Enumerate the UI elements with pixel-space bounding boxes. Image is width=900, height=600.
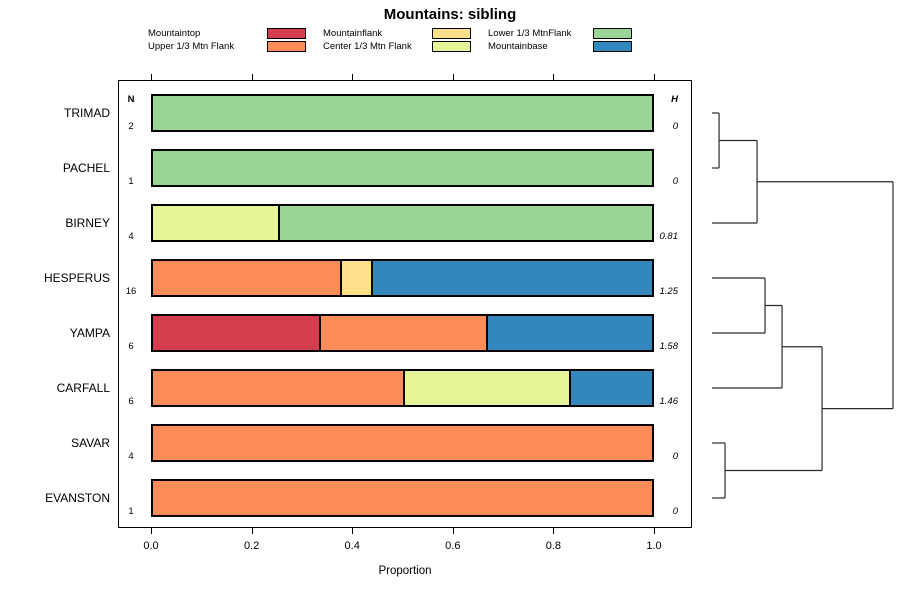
legend-swatch: [432, 28, 471, 39]
row-label: HESPERUS: [43, 271, 110, 285]
x-axis-tick: [151, 528, 152, 534]
legend-swatch: [267, 28, 306, 39]
legend-label: Lower 1/3 MtnFlank: [488, 28, 572, 39]
legend-label: Center 1/3 Mtn Flank: [323, 41, 412, 52]
stacked-bar: [151, 259, 654, 297]
n-value: 4: [128, 231, 134, 242]
h-value: 0: [672, 506, 678, 517]
bar-segment: [153, 96, 652, 130]
bar-segment: [340, 261, 372, 295]
x-axis-tick: [553, 528, 555, 534]
legend-label: Mountainbase: [488, 41, 548, 52]
h-value: 1.25: [659, 286, 679, 297]
stacked-bar: [151, 479, 654, 517]
legend-label: Upper 1/3 Mtn Flank: [148, 41, 235, 52]
bar-segment: [485, 316, 652, 350]
h-value: 0: [672, 451, 678, 462]
n-value: 1: [128, 176, 134, 187]
row-label: TRIMAD: [64, 106, 110, 120]
x-axis-tick: [654, 528, 655, 534]
legend-swatch: [267, 41, 306, 52]
n-value: 6: [128, 341, 134, 352]
bar-segment: [153, 481, 652, 515]
x-axis-tick: [251, 528, 253, 534]
row-label: BIRNEY: [65, 216, 110, 230]
n-value: 4: [128, 451, 134, 462]
x-axis-tick: [452, 528, 454, 534]
x-axis-label: Proportion: [378, 565, 432, 577]
bar-segment: [153, 371, 403, 405]
stacked-bar: [151, 204, 654, 242]
x-axis-tick: [352, 528, 354, 534]
bar-segment: [319, 316, 486, 350]
n-value: 6: [128, 396, 134, 407]
bar-segment: [153, 261, 341, 295]
bar-segment: [153, 316, 320, 350]
h-value: 0: [672, 121, 678, 132]
stacked-bar: [151, 369, 654, 407]
x-axis-top-tick: [352, 74, 354, 80]
bar-segment: [568, 371, 652, 405]
plot-area: [118, 80, 692, 528]
h-value: 1.58: [659, 341, 679, 352]
x-axis-top-tick: [251, 74, 253, 80]
chart-title: Mountains: sibling: [383, 6, 517, 23]
x-axis-top-tick: [553, 74, 555, 80]
row-label: EVANSTON: [45, 491, 110, 505]
legend-label: Mountainflank: [323, 28, 383, 39]
row-label: PACHEL: [62, 161, 110, 175]
legend-label: Mountaintop: [148, 28, 201, 39]
bar-segment: [402, 371, 569, 405]
bar-segment: [371, 261, 652, 295]
stacked-bar: [151, 314, 654, 352]
stacked-bar: [151, 149, 654, 187]
n-column-header: N: [127, 94, 135, 105]
x-axis-tick-label: 0.2: [243, 540, 260, 552]
legend-swatch: [432, 41, 471, 52]
x-axis-top-tick: [452, 74, 454, 80]
row-label: SAVAR: [71, 436, 110, 450]
h-value: 0.81: [659, 231, 679, 242]
legend-swatch: [593, 41, 632, 52]
bar-segment: [277, 206, 652, 240]
h-value: 0: [672, 176, 678, 187]
x-axis-tick-label: 0.6: [445, 540, 461, 552]
h-column-header: H: [671, 94, 678, 105]
stacked-bar: [151, 424, 654, 462]
bar-segment: [153, 151, 652, 185]
x-axis-tick-label: 1.0: [646, 540, 662, 552]
n-value: 1: [128, 506, 134, 517]
bar-segment: [153, 426, 652, 460]
row-label: YAMPA: [69, 326, 110, 340]
bar-segment: [153, 206, 278, 240]
x-axis-tick-label: 0.0: [143, 540, 159, 552]
legend-swatch: [593, 28, 632, 39]
n-value: 16: [125, 286, 137, 297]
h-value: 1.46: [659, 396, 679, 407]
stacked-bar: [151, 94, 654, 132]
row-label: CARFALL: [56, 381, 110, 395]
x-axis-top-tick: [151, 74, 152, 80]
n-value: 2: [128, 121, 134, 132]
x-axis-top-tick: [654, 74, 655, 80]
x-axis-tick-label: 0.8: [545, 540, 562, 552]
x-axis-tick-label: 0.4: [344, 540, 360, 552]
